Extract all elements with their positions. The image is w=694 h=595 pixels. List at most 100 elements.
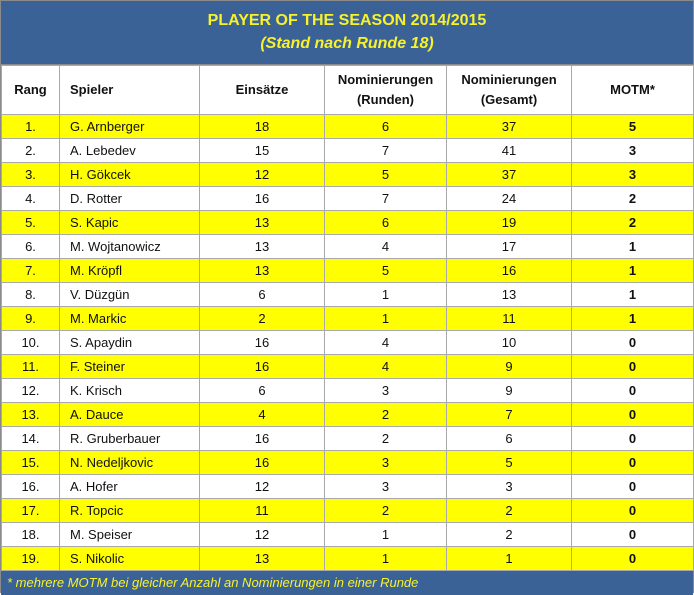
table-row: 12. K. Krisch 6 3 9 0	[1, 378, 694, 403]
nominations-total-cell: 11	[446, 306, 572, 331]
table-row: 2. A. Lebedev 15 7 41 3	[1, 138, 694, 163]
rank-cell: 9.	[1, 306, 60, 331]
rank-cell: 14.	[1, 426, 60, 451]
nominations-total-cell: 19	[446, 210, 572, 235]
appearances-cell: 16	[199, 450, 325, 475]
page-subtitle: (Stand nach Runde 18)	[260, 35, 434, 52]
player-name-cell: D. Rotter	[59, 186, 200, 211]
rank-cell: 13.	[1, 402, 60, 427]
table-row: 1. G. Arnberger 18 6 37 5	[1, 114, 694, 139]
appearances-cell: 13	[199, 234, 325, 259]
nominations-rounds-cell: 2	[324, 498, 447, 523]
nominations-total-cell: 10	[446, 330, 572, 355]
player-name-cell: S. Apaydin	[59, 330, 200, 355]
table-row: 19. S. Nikolic 13 1 1 0	[1, 546, 694, 571]
appearances-cell: 16	[199, 354, 325, 379]
nominations-rounds-cell: 1	[324, 522, 447, 547]
column-header-line: (Runden)	[356, 92, 415, 107]
rank-cell: 7.	[1, 258, 60, 283]
title-banner: PLAYER OF THE SEASON 2014/2015 (Stand na…	[1, 1, 693, 65]
motm-cell: 5	[571, 114, 694, 139]
player-name-cell: A. Dauce	[59, 402, 200, 427]
nominations-total-cell: 1	[446, 546, 572, 571]
player-name-cell: K. Krisch	[59, 378, 200, 403]
motm-cell: 0	[571, 522, 694, 547]
column-header-nominierungen-runden: Nominierungen (Runden)	[324, 65, 447, 115]
appearances-cell: 12	[199, 522, 325, 547]
appearances-cell: 11	[199, 498, 325, 523]
column-header-motm: MOTM*	[571, 65, 694, 115]
table-row: 3. H. Gökcek 12 5 37 3	[1, 162, 694, 187]
appearances-cell: 13	[199, 210, 325, 235]
nominations-total-cell: 16	[446, 258, 572, 283]
motm-cell: 2	[571, 210, 694, 235]
nominations-rounds-cell: 7	[324, 186, 447, 211]
motm-cell: 0	[571, 426, 694, 451]
motm-cell: 3	[571, 162, 694, 187]
nominations-rounds-cell: 4	[324, 330, 447, 355]
player-name-cell: M. Markic	[59, 306, 200, 331]
column-header-spieler: Spieler	[59, 65, 200, 115]
column-header-line: (Gesamt)	[480, 92, 538, 107]
nominations-total-cell: 7	[446, 402, 572, 427]
appearances-cell: 6	[199, 378, 325, 403]
appearances-cell: 12	[199, 474, 325, 499]
nominations-total-cell: 2	[446, 522, 572, 547]
nominations-rounds-cell: 7	[324, 138, 447, 163]
table-row: 16. A. Hofer 12 3 3 0	[1, 474, 694, 499]
nominations-rounds-cell: 3	[324, 450, 447, 475]
motm-cell: 0	[571, 354, 694, 379]
motm-cell: 1	[571, 234, 694, 259]
column-header-rang: Rang	[1, 65, 60, 115]
rank-cell: 18.	[1, 522, 60, 547]
nominations-total-cell: 5	[446, 450, 572, 475]
table-row: 18. M. Speiser 12 1 2 0	[1, 522, 694, 547]
motm-cell: 1	[571, 306, 694, 331]
player-name-cell: F. Steiner	[59, 354, 200, 379]
ranking-table: Rang Spieler Einsätze Nominierungen (Run…	[1, 65, 694, 571]
player-name-cell: G. Arnberger	[59, 114, 200, 139]
nominations-rounds-cell: 6	[324, 114, 447, 139]
column-header-line: Nominierungen	[337, 72, 434, 87]
rank-cell: 4.	[1, 186, 60, 211]
footnote: * mehrere MOTM bei gleicher Anzahl an No…	[1, 571, 693, 595]
table-row: 13. A. Dauce 4 2 7 0	[1, 402, 694, 427]
nominations-rounds-cell: 2	[324, 426, 447, 451]
player-name-cell: A. Hofer	[59, 474, 200, 499]
nominations-total-cell: 9	[446, 354, 572, 379]
table-row: 15. N. Nedeljkovic 16 3 5 0	[1, 450, 694, 475]
appearances-cell: 2	[199, 306, 325, 331]
nominations-total-cell: 37	[446, 114, 572, 139]
player-name-cell: M. Wojtanowicz	[59, 234, 200, 259]
page-title: PLAYER OF THE SEASON 2014/2015	[207, 12, 487, 29]
nominations-rounds-cell: 4	[324, 234, 447, 259]
rank-cell: 19.	[1, 546, 60, 571]
table-row: 6. M. Wojtanowicz 13 4 17 1	[1, 234, 694, 259]
motm-cell: 0	[571, 498, 694, 523]
motm-cell: 0	[571, 546, 694, 571]
nominations-total-cell: 13	[446, 282, 572, 307]
motm-cell: 1	[571, 258, 694, 283]
nominations-total-cell: 6	[446, 426, 572, 451]
motm-cell: 0	[571, 330, 694, 355]
appearances-cell: 16	[199, 330, 325, 355]
player-name-cell: S. Kapic	[59, 210, 200, 235]
nominations-total-cell: 9	[446, 378, 572, 403]
nominations-rounds-cell: 3	[324, 474, 447, 499]
nominations-total-cell: 3	[446, 474, 572, 499]
nominations-rounds-cell: 1	[324, 306, 447, 331]
motm-cell: 0	[571, 474, 694, 499]
player-name-cell: V. Düzgün	[59, 282, 200, 307]
appearances-cell: 18	[199, 114, 325, 139]
table-row: 7. M. Kröpfl 13 5 16 1	[1, 258, 694, 283]
nominations-rounds-cell: 3	[324, 378, 447, 403]
column-header-nominierungen-gesamt: Nominierungen (Gesamt)	[446, 65, 572, 115]
column-header-line: Nominierungen	[461, 72, 557, 87]
table-row: 17. R. Topcic 11 2 2 0	[1, 498, 694, 523]
nominations-total-cell: 24	[446, 186, 572, 211]
motm-cell: 3	[571, 138, 694, 163]
nominations-rounds-cell: 2	[324, 402, 447, 427]
appearances-cell: 13	[199, 258, 325, 283]
player-name-cell: R. Topcic	[59, 498, 200, 523]
appearances-cell: 4	[199, 402, 325, 427]
